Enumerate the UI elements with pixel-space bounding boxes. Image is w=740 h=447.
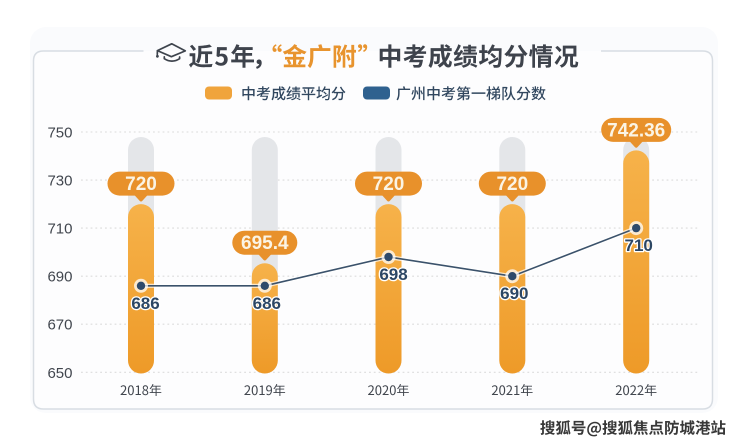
svg-text:720: 720: [125, 174, 157, 195]
svg-text:650: 650: [47, 365, 72, 382]
svg-text:750: 750: [47, 125, 72, 142]
svg-text:720: 720: [373, 174, 405, 195]
svg-text:742.36: 742.36: [607, 120, 665, 141]
svg-text:695.4: 695.4: [241, 233, 289, 254]
svg-text:698: 698: [379, 265, 407, 284]
svg-text:686: 686: [131, 294, 159, 313]
svg-text:670: 670: [47, 317, 72, 334]
svg-text:690: 690: [500, 284, 528, 303]
svg-text:710: 710: [47, 221, 72, 238]
svg-text:720: 720: [496, 174, 528, 195]
svg-text:690: 690: [47, 269, 72, 286]
svg-text:686: 686: [253, 294, 281, 313]
svg-text:730: 730: [47, 173, 72, 190]
svg-text:710: 710: [625, 236, 653, 255]
